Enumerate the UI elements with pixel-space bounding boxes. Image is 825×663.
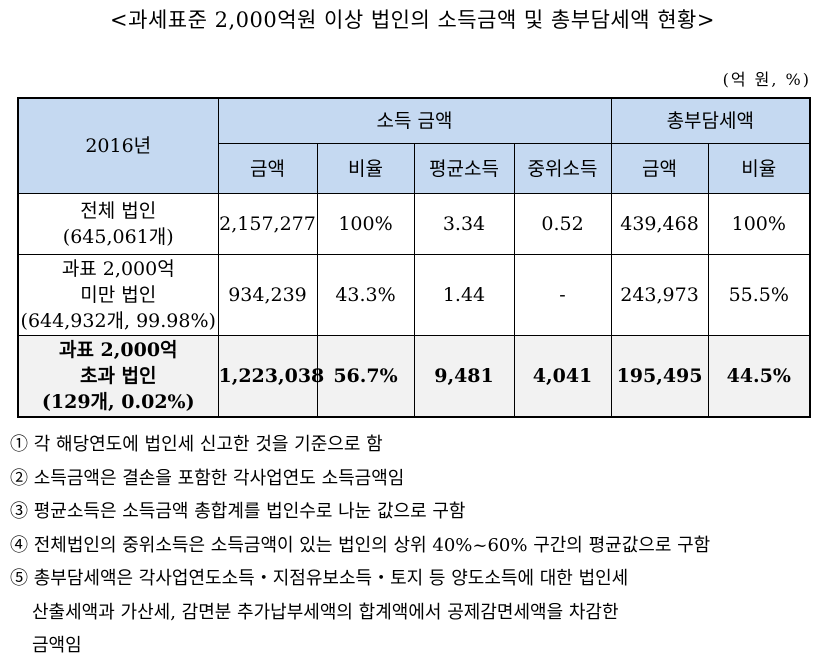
col-header-income-ratio: 비율 (316, 143, 415, 194)
row-label-line: (645,061개) (62, 226, 174, 248)
row-label-line: (129개, 0.02%) (41, 391, 195, 413)
footnote-text: ③ 평균소득은 소득금액 총합계를 법인수로 나눈 값으로 구함 (10, 501, 466, 522)
row-label: 과표 2,000억 미만 법인 (644,932개, 99.98%) (17, 254, 219, 336)
footnote-text: ① 각 해당연도에 법인세 신고한 것을 기준으로 함 (10, 434, 383, 455)
footnote-text: ⑤ 총부담세액은 각사업연도소득・지점유보소득・토지 등 양도소득에 대한 법인… (10, 568, 629, 589)
cell-tax-ratio: 55.5% (707, 254, 811, 336)
table-row: 전체 법인 (645,061개) 2,157,277 100% 3.34 0.5… (17, 193, 811, 255)
footnote-item: ① 각 해당연도에 법인세 신고한 것을 기준으로 함 (10, 428, 815, 462)
col-header-tax-amount: 금액 (610, 143, 709, 194)
row-label-line: 전체 법인 (80, 200, 157, 222)
cell-tax-ratio: 44.5% (707, 335, 811, 418)
cell-median-income: 4,041 (513, 335, 612, 418)
page-title: <과세표준 2,000억원 이상 법인의 소득금액 및 총부담세액 현황> (110, 8, 715, 32)
cell-income-ratio: 56.7% (316, 335, 415, 418)
table-row: 과표 2,000억 미만 법인 (644,932개, 99.98%) 934,2… (17, 254, 811, 336)
row-label-line: 과표 2,000억 (58, 339, 178, 361)
cell-income-ratio: 43.3% (316, 254, 415, 336)
cell-median-income: 0.52 (513, 193, 612, 255)
table-row: 과표 2,000억 초과 법인 (129개, 0.02%) 1,223,038 … (17, 335, 811, 418)
row-label-line: 초과 법인 (79, 365, 157, 387)
col-header-median-income: 중위소득 (513, 143, 612, 194)
cell-income-amount: 2,157,277 (217, 193, 318, 255)
footnote-text: ② 소득금액은 결손을 포함한 각사업연도 소득금액임 (10, 467, 405, 489)
cell-tax-amount: 243,973 (610, 254, 709, 336)
footnote-item: ④ 전체법인의 중위소득은 소득금액이 있는 법인의 상위 40%~60% 구간… (10, 529, 815, 563)
row-label: 과표 2,000억 초과 법인 (129개, 0.02%) (17, 335, 219, 418)
footnote-text: ④ 전체법인의 중위소득은 소득금액이 있는 법인의 상위 40%~60% 구간… (10, 534, 711, 556)
footnote-item: ③ 평균소득은 소득금액 총합계를 법인수로 나눈 값으로 구함 (10, 495, 815, 529)
income-group-header: 소득 금액 (217, 97, 612, 144)
cell-tax-ratio: 100% (707, 193, 811, 255)
cell-income-ratio: 100% (316, 193, 415, 255)
cell-tax-amount: 195,495 (610, 335, 709, 418)
row-label-line: (644,932개, 99.98%) (20, 310, 216, 332)
cell-tax-amount: 439,468 (610, 193, 709, 255)
cell-average-income: 9,481 (413, 335, 515, 418)
footnote-item: ⑤ 총부담세액은 각사업연도소득・지점유보소득・토지 등 양도소득에 대한 법인… (10, 562, 815, 663)
footnotes: ① 각 해당연도에 법인세 신고한 것을 기준으로 함 ② 소득금액은 결손을 … (10, 428, 815, 663)
col-header-average-income: 평균소득 (413, 143, 515, 194)
row-label-line: 미만 법인 (80, 284, 157, 306)
col-header-tax-ratio: 비율 (707, 143, 811, 194)
footnote-text: 금액임 (32, 635, 82, 656)
row-label: 전체 법인 (645,061개) (17, 193, 219, 255)
tax-group-header: 총부담세액 (610, 97, 811, 144)
footnote-item: ② 소득금액은 결손을 포함한 각사업연도 소득금액임 (10, 462, 815, 496)
footnote-text: 산출세액과 가산세, 감면분 추가납부세액의 합계액에서 공제감면세액을 차감한 (32, 601, 619, 623)
cell-median-income: - (513, 254, 612, 336)
year-header: 2016년 (17, 97, 219, 194)
cell-average-income: 3.34 (413, 193, 515, 255)
col-header-income-amount: 금액 (217, 143, 318, 194)
cell-income-amount: 934,239 (217, 254, 318, 336)
row-label-line: 과표 2,000억 (61, 258, 175, 280)
income-tax-table: 2016년 소득 금액 총부담세액 금액 비율 평균소득 중위소득 금액 비율 … (17, 97, 812, 418)
unit-label: (억 원, %) (722, 70, 811, 89)
cell-average-income: 1.44 (413, 254, 515, 336)
cell-income-amount: 1,223,038 (217, 335, 324, 418)
